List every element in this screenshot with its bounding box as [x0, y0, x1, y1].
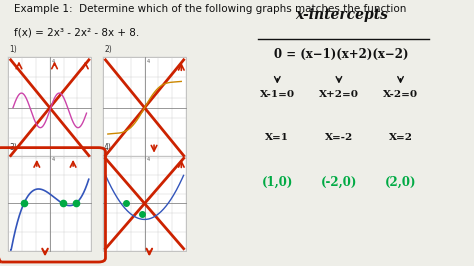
Text: (2,0): (2,0) — [385, 176, 416, 189]
Text: X=-2: X=-2 — [325, 133, 353, 142]
Text: 1): 1) — [9, 45, 17, 54]
Text: X-1=0: X-1=0 — [260, 90, 295, 99]
Text: f(x) = 2x³ - 2x² - 8x + 8.: f(x) = 2x³ - 2x² - 8x + 8. — [14, 28, 139, 38]
Text: (-2,0): (-2,0) — [321, 176, 357, 189]
Bar — [103, 156, 186, 251]
Text: 4: 4 — [146, 157, 150, 162]
Text: 4: 4 — [52, 157, 55, 162]
Text: X=2: X=2 — [389, 133, 412, 142]
Bar — [8, 156, 91, 251]
Text: Example 1:  Determine which of the following graphs matches the function: Example 1: Determine which of the follow… — [14, 4, 407, 14]
Text: 2): 2) — [104, 45, 112, 54]
Text: (1,0): (1,0) — [262, 176, 293, 189]
Text: 4: 4 — [146, 59, 150, 64]
Text: X=1: X=1 — [265, 133, 289, 142]
Text: 4: 4 — [52, 59, 55, 64]
Text: X+2=0: X+2=0 — [319, 90, 359, 99]
Text: x-intercepts: x-intercepts — [295, 8, 388, 22]
Text: 3): 3) — [9, 143, 17, 152]
Text: X-2=0: X-2=0 — [383, 90, 418, 99]
Text: 4): 4) — [104, 143, 112, 152]
Bar — [103, 57, 186, 158]
Text: 0 = (x−1)(x+2)(x−2): 0 = (x−1)(x+2)(x−2) — [274, 48, 409, 61]
Bar — [8, 57, 91, 158]
